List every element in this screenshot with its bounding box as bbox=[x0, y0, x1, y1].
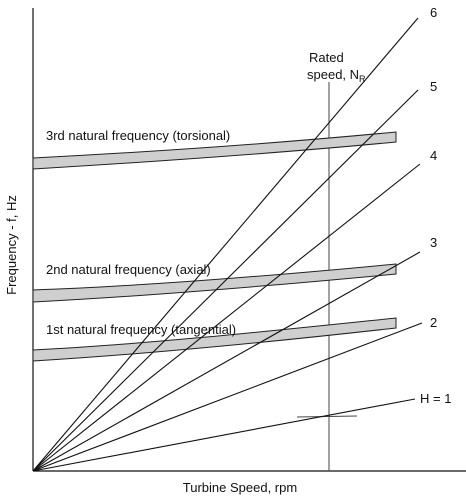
rated-speed-subscript: R bbox=[359, 74, 366, 84]
order-label-3: 3 bbox=[430, 235, 437, 250]
band-label-axial: 2nd natural frequency (axial) bbox=[46, 262, 211, 277]
order-label-2: 2 bbox=[430, 315, 437, 330]
order-line-3 bbox=[32, 251, 421, 472]
order-label-4: 4 bbox=[430, 148, 437, 163]
rated-speed-label-text: speed, N bbox=[307, 67, 359, 82]
band-axial bbox=[32, 263, 397, 303]
band-tangential bbox=[32, 317, 397, 362]
order-line-6 bbox=[32, 17, 419, 472]
band-torsional bbox=[32, 131, 397, 170]
rated-speed-marker bbox=[296, 415, 358, 418]
x-axis-label: Turbine Speed, rpm bbox=[183, 480, 297, 495]
rated-speed-label-line1: Rated bbox=[309, 50, 344, 65]
order-label-1: H = 1 bbox=[420, 391, 451, 406]
order-line-4 bbox=[32, 163, 421, 472]
order-label-6: 6 bbox=[430, 5, 437, 20]
order-line-5 bbox=[32, 89, 419, 472]
order-line-1 bbox=[32, 398, 416, 472]
band-label-tangential: 1st natural frequency (tangential) bbox=[46, 322, 236, 337]
rated-speed-label-line2: speed, NR bbox=[307, 67, 366, 84]
order-label-5: 5 bbox=[430, 79, 437, 94]
y-axis-label: Frequency - f, Hz bbox=[4, 195, 19, 295]
order-line-2 bbox=[32, 322, 423, 472]
band-label-torsional: 3rd natural frequency (torsional) bbox=[46, 128, 230, 143]
